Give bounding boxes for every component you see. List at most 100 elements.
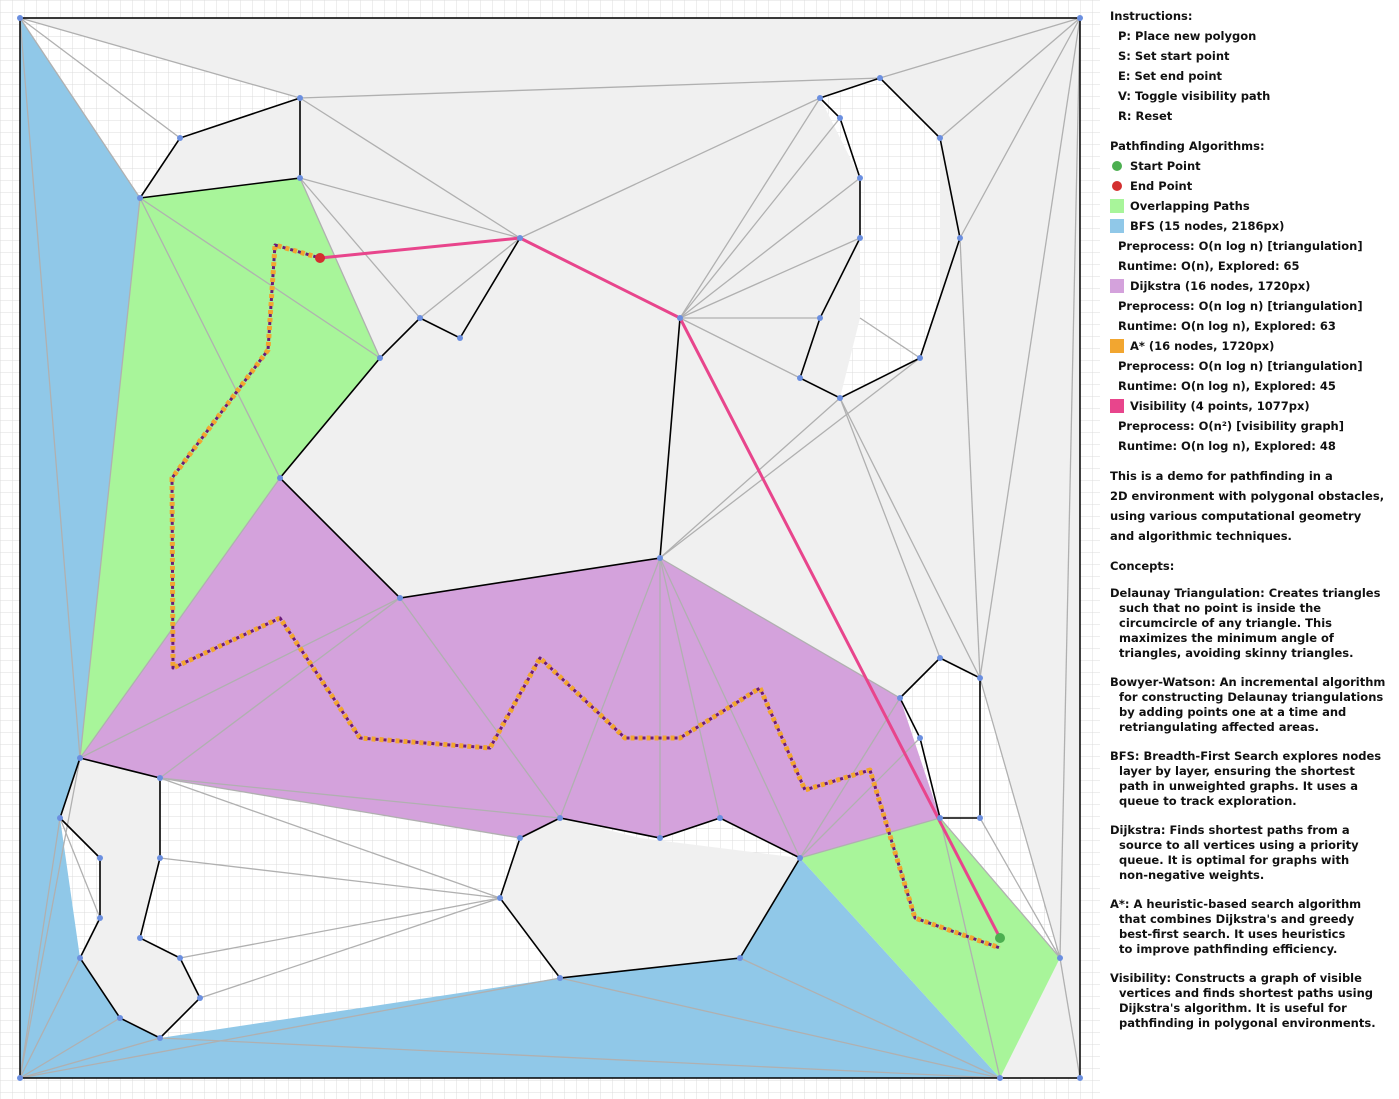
triangulation-edge bbox=[1059, 957, 1081, 1079]
vertex-point bbox=[917, 355, 923, 361]
vertex-point bbox=[877, 75, 883, 81]
vertex-point bbox=[137, 195, 143, 201]
bfs-preprocess: Preprocess: O(n log n) [triangulation] bbox=[1118, 239, 1363, 253]
vertex-point bbox=[977, 675, 983, 681]
triangulation-edge bbox=[79, 477, 281, 759]
triangulation-edge bbox=[159, 857, 501, 899]
free-space-region bbox=[140, 98, 300, 198]
triangulation-edge bbox=[659, 557, 901, 699]
vertex-point bbox=[1057, 955, 1063, 961]
triangulation-edge bbox=[19, 1017, 121, 1079]
vertex-point bbox=[657, 555, 663, 561]
vertex-point bbox=[817, 315, 823, 321]
vertex-point bbox=[157, 1035, 163, 1041]
paths bbox=[169, 236, 1002, 951]
vertex-point bbox=[857, 175, 863, 181]
obstacle-polygon bbox=[799, 77, 961, 399]
triangulation-edge bbox=[159, 1037, 1001, 1079]
triangulation-edge bbox=[679, 317, 801, 379]
vertex-point bbox=[677, 315, 683, 321]
triangulation-edge bbox=[979, 817, 1061, 959]
concept-delaunay: Delaunay Triangulation: Creates triangle… bbox=[1110, 586, 1381, 660]
dijkstra-runtime: Runtime: O(n log n), Explored: 63 bbox=[1118, 319, 1336, 333]
legend-bfs: BFS (15 nodes, 2186px) bbox=[1110, 216, 1395, 236]
instruction-item: R: Reset bbox=[1118, 109, 1173, 123]
triangulation-edge bbox=[799, 697, 901, 859]
vertex-point bbox=[717, 815, 723, 821]
dijkstra-swatch-icon bbox=[1110, 279, 1124, 293]
vertex-point bbox=[417, 315, 423, 321]
free-space-region bbox=[300, 98, 860, 358]
dijkstra-preprocess: Preprocess: O(n log n) [triangulation] bbox=[1118, 299, 1363, 313]
triangulation-edge bbox=[19, 17, 301, 99]
triangulation-edge bbox=[19, 1037, 161, 1079]
legend-visibility: Visibility (4 points, 1077px) bbox=[1110, 396, 1395, 416]
concept-bowyer-watson: Bowyer-Watson: An incremental algorithm … bbox=[1110, 675, 1386, 734]
triangulation-edge bbox=[519, 97, 821, 239]
triangulation-edge bbox=[19, 957, 81, 1079]
triangulation-edge bbox=[839, 397, 981, 679]
vertex-point bbox=[937, 815, 943, 821]
vertex-point bbox=[1077, 15, 1083, 21]
visibility-runtime: Runtime: O(n log n), Explored: 48 bbox=[1118, 439, 1336, 453]
triangulation-edge bbox=[679, 237, 861, 319]
vertex-point bbox=[997, 1075, 1003, 1081]
triangulation-edge bbox=[159, 777, 561, 819]
vertex-point bbox=[117, 1015, 123, 1021]
vertex-point bbox=[517, 235, 523, 241]
bfs-runtime: Runtime: O(n), Explored: 65 bbox=[1118, 259, 1300, 273]
vertex-point bbox=[157, 855, 163, 861]
markers[interactable] bbox=[315, 253, 1005, 943]
astar-preprocess: Preprocess: O(n log n) [triangulation] bbox=[1118, 359, 1363, 373]
triangulation-edge bbox=[179, 897, 501, 959]
vertex-point bbox=[137, 935, 143, 941]
concept-astar: A*: A heuristic-based search algorithm t… bbox=[1110, 897, 1362, 956]
triangulation-edge bbox=[659, 357, 921, 559]
dijkstra-region bbox=[80, 478, 940, 858]
triangulation-edge bbox=[979, 677, 1061, 959]
triangulation-edge bbox=[299, 97, 521, 239]
triangulation-edge bbox=[299, 177, 381, 359]
vertex-point bbox=[837, 115, 843, 121]
legend-end: End Point bbox=[1110, 176, 1395, 196]
instructions-title: Instructions: bbox=[1110, 9, 1193, 23]
legend-dijkstra: Dijkstra (16 nodes, 1720px) bbox=[1110, 276, 1395, 296]
triangulation-edge bbox=[959, 17, 1081, 239]
legend-astar: A* (16 nodes, 1720px) bbox=[1110, 336, 1395, 356]
concept-dijkstra: Dijkstra: Finds shortest paths from a so… bbox=[1110, 823, 1359, 882]
triangulation-edge bbox=[139, 197, 281, 479]
end-point-marker bbox=[315, 253, 325, 263]
vertex-point bbox=[557, 975, 563, 981]
pathfinding-canvas[interactable] bbox=[0, 0, 1100, 1099]
vertex-point bbox=[297, 175, 303, 181]
vertex-point bbox=[797, 375, 803, 381]
end-dot-icon bbox=[1112, 181, 1122, 191]
triangulation-edge bbox=[159, 777, 501, 899]
vertex-point bbox=[937, 135, 943, 141]
concept-visibility: Visibility: Constructs a graph of visibl… bbox=[1110, 971, 1376, 1030]
vertex-point bbox=[377, 355, 383, 361]
start-point-marker bbox=[995, 933, 1005, 943]
bfs-swatch-icon bbox=[1110, 219, 1124, 233]
triangulation-edge bbox=[839, 397, 941, 659]
vertex-point bbox=[397, 595, 403, 601]
triangulation-edge bbox=[799, 737, 921, 859]
concept-bfs: BFS: Breadth-First Search explores nodes… bbox=[1110, 749, 1382, 808]
triangulation-edge bbox=[19, 757, 81, 1079]
triangulation-edge bbox=[79, 597, 401, 759]
triangulation-edge bbox=[939, 817, 1061, 959]
description: This is a demo for pathfinding in a 2D e… bbox=[1110, 469, 1385, 543]
visibility-swatch-icon bbox=[1110, 399, 1124, 413]
triangulation-edge bbox=[659, 397, 841, 559]
triangulation-edge bbox=[679, 97, 821, 319]
triangulation-edge bbox=[559, 977, 1001, 1079]
triangulation-edge bbox=[979, 17, 1081, 679]
start-dot-icon bbox=[1112, 161, 1122, 171]
vertex-point bbox=[17, 15, 23, 21]
vertex-point bbox=[737, 955, 743, 961]
instruction-item: S: Set start point bbox=[1118, 49, 1230, 63]
triangulation-edge bbox=[199, 897, 501, 999]
visibility-path bbox=[319, 236, 1002, 939]
vertex-point bbox=[657, 835, 663, 841]
vertex-point bbox=[77, 755, 83, 761]
